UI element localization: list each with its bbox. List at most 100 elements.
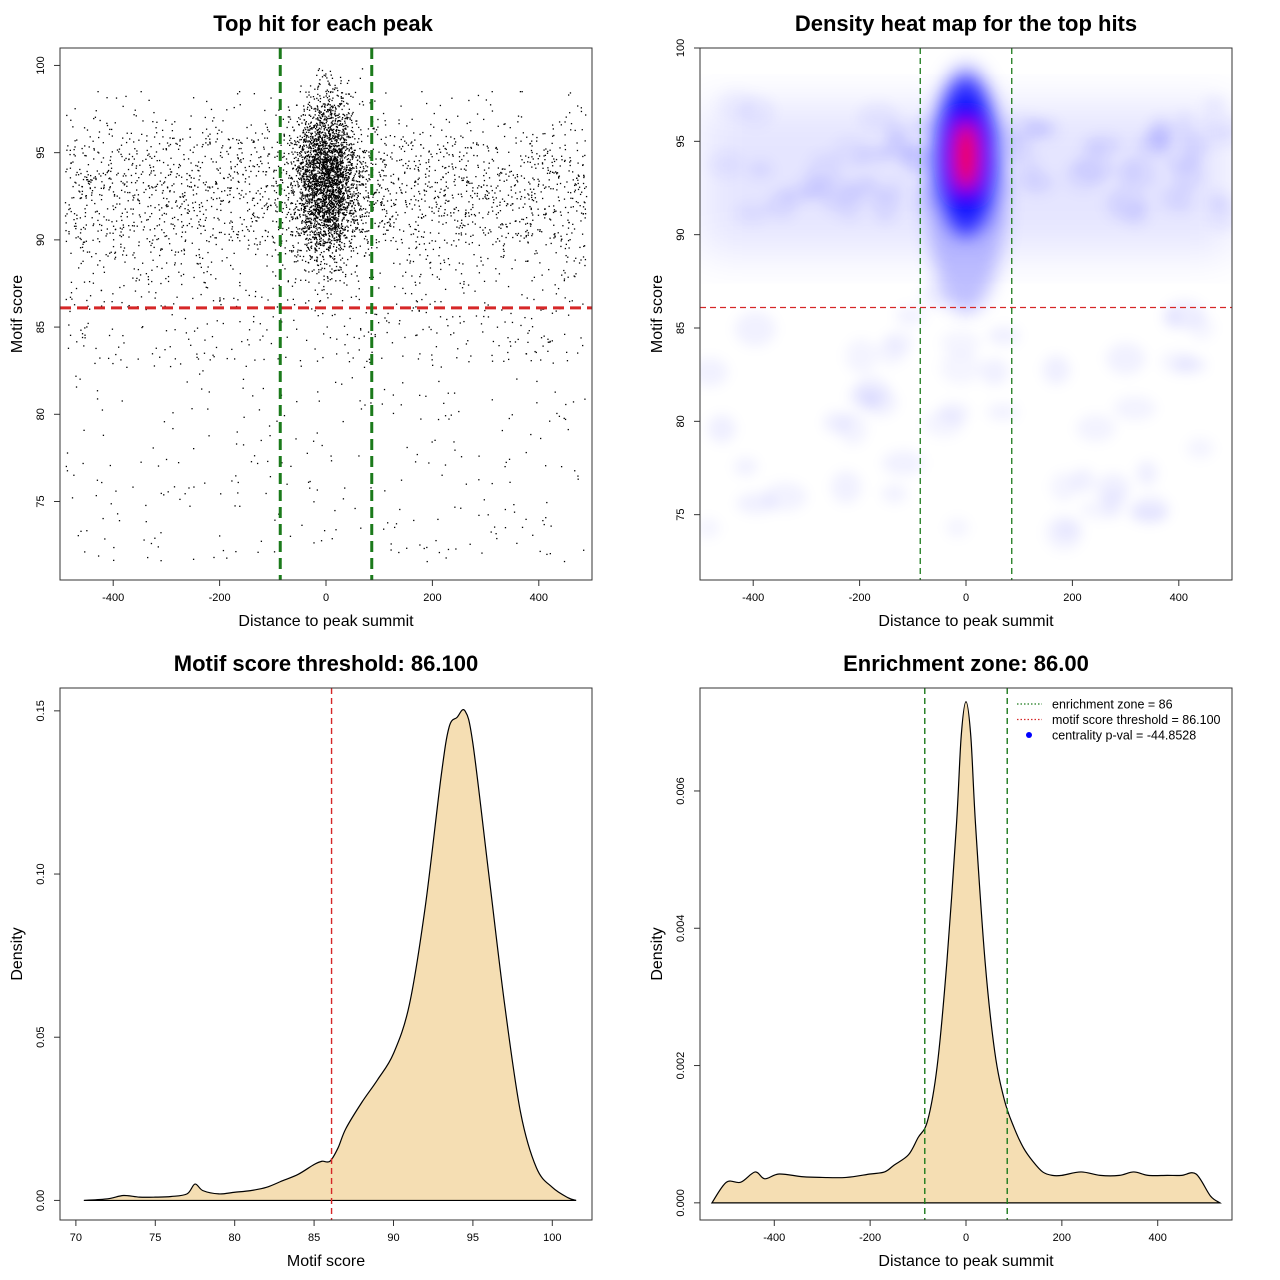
scatter-point bbox=[326, 170, 329, 172]
scatter-point bbox=[75, 375, 77, 377]
scatter-point bbox=[339, 122, 342, 125]
scatter-point bbox=[327, 207, 329, 209]
scatter-point bbox=[229, 146, 232, 148]
scatter-point bbox=[194, 185, 196, 187]
scatter-point bbox=[247, 210, 249, 212]
scatter-point bbox=[303, 180, 305, 183]
scatter-point bbox=[450, 414, 452, 416]
scatter-point bbox=[583, 175, 585, 177]
scatter-point bbox=[196, 353, 198, 355]
scatter-point bbox=[342, 217, 344, 219]
scatter-point bbox=[352, 219, 354, 221]
scatter-point bbox=[323, 215, 325, 217]
scatter-point bbox=[309, 258, 312, 260]
scatter-point bbox=[116, 203, 118, 205]
scatter-point bbox=[356, 252, 359, 255]
scatter-point bbox=[328, 155, 331, 157]
scatter-point bbox=[122, 254, 124, 256]
scatter-point bbox=[302, 149, 304, 151]
scatter-point bbox=[285, 356, 287, 358]
scatter-point bbox=[310, 187, 313, 189]
scatter-point bbox=[335, 165, 337, 167]
scatter-point bbox=[345, 156, 347, 158]
scatter-point bbox=[444, 193, 447, 196]
scatter-point bbox=[172, 223, 174, 226]
scatter-point bbox=[303, 186, 305, 189]
scatter-point bbox=[169, 346, 171, 348]
scatter-point bbox=[285, 171, 288, 173]
scatter-point bbox=[156, 266, 158, 268]
scatter-point bbox=[543, 213, 545, 216]
scatter-point bbox=[161, 184, 163, 186]
scatter-point bbox=[325, 184, 327, 186]
scatter-point bbox=[350, 170, 352, 172]
scatter-point bbox=[446, 214, 449, 216]
scatter-point bbox=[297, 170, 299, 172]
scatter-point bbox=[320, 128, 322, 130]
scatter-point bbox=[301, 136, 304, 139]
scatter-point bbox=[314, 204, 316, 206]
scatter-point bbox=[336, 159, 338, 161]
scatter-point bbox=[220, 493, 222, 495]
scatter-point bbox=[342, 130, 345, 132]
scatter-point bbox=[569, 160, 572, 162]
scatter-point bbox=[371, 247, 373, 249]
scatter-point bbox=[317, 170, 319, 172]
scatter-point bbox=[319, 219, 322, 221]
scatter-point bbox=[337, 227, 340, 229]
scatter-point bbox=[296, 200, 299, 202]
scatter-point bbox=[288, 192, 290, 195]
scatter-point bbox=[165, 148, 167, 150]
scatter-point bbox=[77, 174, 80, 176]
scatter-point bbox=[337, 142, 340, 144]
scatter-point bbox=[374, 222, 376, 225]
scatter-point bbox=[324, 203, 326, 206]
scatter-point bbox=[342, 192, 345, 195]
scatter-point bbox=[336, 353, 338, 355]
scatter-point bbox=[324, 225, 326, 227]
scatter-point bbox=[132, 162, 134, 165]
scatter-point bbox=[582, 182, 585, 185]
scatter-point bbox=[310, 213, 312, 216]
scatter-point bbox=[190, 181, 192, 183]
scatter-point bbox=[496, 217, 498, 219]
scatter-point bbox=[345, 184, 348, 186]
scatter-point bbox=[322, 162, 324, 164]
scatter-point bbox=[344, 199, 346, 201]
scatter-point bbox=[154, 297, 156, 299]
scatter-point bbox=[555, 252, 557, 254]
scatter-point bbox=[313, 163, 315, 166]
scatter-point bbox=[296, 151, 298, 154]
scatter-point bbox=[326, 153, 328, 155]
scatter-point bbox=[305, 238, 307, 241]
scatter-point bbox=[307, 129, 309, 131]
scatter-point bbox=[305, 128, 307, 131]
scatter-point bbox=[336, 129, 338, 132]
scatter-point bbox=[319, 150, 322, 152]
scatter-point bbox=[259, 193, 261, 195]
scatter-point bbox=[330, 196, 333, 198]
scatter-point bbox=[333, 143, 335, 145]
scatter-point bbox=[306, 96, 308, 98]
scatter-point bbox=[360, 129, 362, 131]
scatter-point bbox=[159, 249, 162, 251]
scatter-point bbox=[474, 290, 476, 292]
scatter-point bbox=[395, 240, 397, 243]
scatter-point bbox=[302, 230, 305, 232]
scatter-point bbox=[336, 197, 338, 199]
scatter-point bbox=[582, 303, 584, 305]
scatter-point bbox=[346, 114, 348, 116]
scatter-point bbox=[329, 133, 332, 135]
scatter-point bbox=[580, 337, 582, 339]
scatter-point bbox=[321, 69, 324, 72]
scatter-point bbox=[365, 178, 368, 181]
scatter-point bbox=[89, 187, 92, 190]
scatter-point bbox=[276, 206, 278, 208]
scatter-point bbox=[109, 464, 111, 467]
scatter-point bbox=[340, 188, 342, 190]
scatter-point bbox=[332, 180, 334, 182]
scatter-point bbox=[516, 234, 518, 236]
scatter-point bbox=[555, 293, 558, 295]
scatter-point bbox=[315, 215, 317, 217]
scatter-point bbox=[286, 299, 289, 301]
